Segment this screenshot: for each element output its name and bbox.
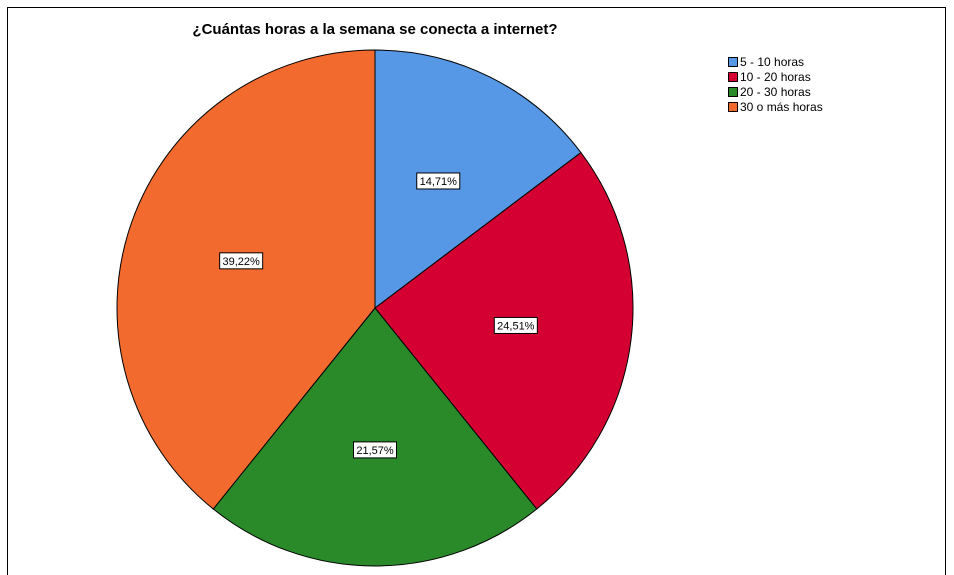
slice-data-label: 14,71%: [416, 172, 461, 190]
legend-swatch: [728, 56, 738, 67]
slice-data-label: 21,57%: [353, 441, 397, 459]
legend-label: 10 - 20 horas: [740, 69, 811, 84]
svg-text:24,51%: 24,51%: [497, 320, 535, 332]
legend-swatch: [728, 71, 738, 82]
svg-text:14,71%: 14,71%: [420, 176, 458, 188]
pie-slice: [116, 49, 376, 510]
legend-item: 10 - 20 horas: [728, 69, 823, 84]
legend-label: 30 o más horas: [740, 99, 823, 114]
slice-data-label: 24,51%: [493, 316, 538, 334]
svg-text:21,57%: 21,57%: [356, 445, 394, 457]
chart-title: ¿Cuántas horas a la semana se conecta a …: [192, 21, 558, 38]
legend-swatch: [728, 101, 738, 112]
slice-data-label: 39,22%: [219, 252, 264, 270]
legend: 5 - 10 horas 10 - 20 horas 20 - 30 horas 30…: [728, 54, 823, 114]
legend-item: 30 o más horas: [728, 99, 823, 114]
legend-swatch: [728, 86, 738, 97]
pie-slice: [212, 307, 538, 567]
pie-slice: [374, 49, 582, 310]
legend-item: 20 - 30 horas: [728, 84, 823, 99]
legend-label: 20 - 30 horas: [740, 84, 811, 99]
svg-text:39,22%: 39,22%: [223, 256, 261, 268]
legend-label: 5 - 10 horas: [740, 54, 805, 69]
legend-item: 5 - 10 horas: [728, 54, 823, 69]
